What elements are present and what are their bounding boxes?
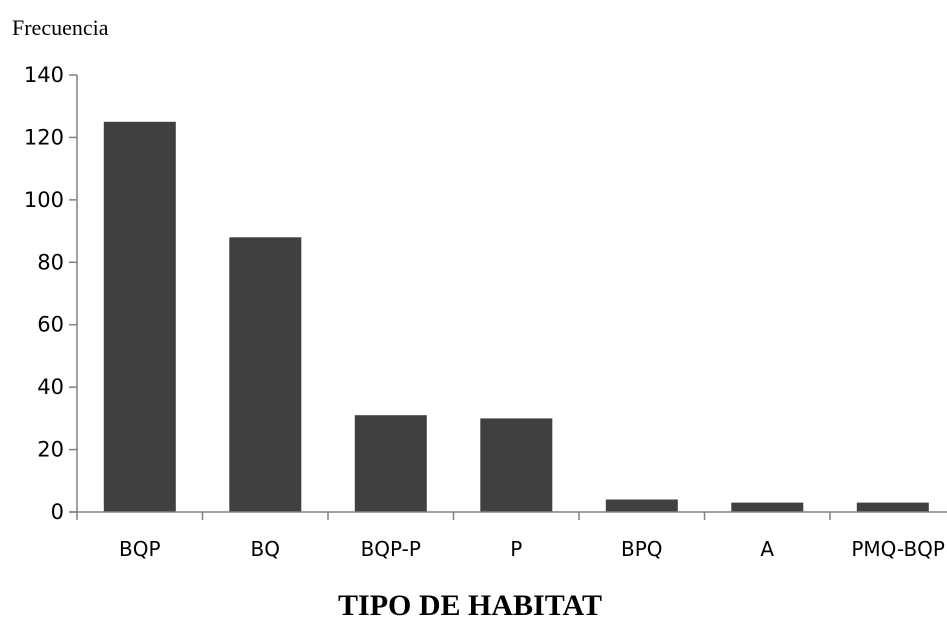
- y-tick-label-7: 140: [24, 63, 64, 87]
- y-tick-label-0: 0: [51, 500, 64, 524]
- bar-3: [480, 418, 553, 512]
- bar-6: [856, 502, 929, 512]
- y-tick-label-4: 80: [37, 250, 64, 274]
- y-tick-label-3: 60: [37, 313, 64, 337]
- category-label-6: PMQ-BQP: [851, 537, 945, 561]
- category-label-0: BQP: [119, 537, 161, 561]
- bar-1: [229, 237, 302, 513]
- bar-4: [605, 499, 678, 512]
- category-label-1: BQ: [251, 537, 280, 561]
- category-label-3: P: [510, 537, 522, 561]
- y-tick-label-6: 120: [24, 125, 64, 149]
- y-tick-label-5: 100: [24, 188, 64, 212]
- category-label-5: A: [760, 537, 774, 561]
- y-tick-label-1: 20: [37, 438, 64, 462]
- category-label-2: BQP-P: [361, 537, 421, 561]
- bar-5: [731, 502, 804, 512]
- y-tick-label-2: 40: [37, 375, 64, 399]
- y-axis-label: Frecuencia: [12, 15, 109, 40]
- bar-0: [103, 121, 176, 513]
- category-label-4: BPQ: [621, 537, 663, 561]
- x-axis-label: TIPO DE HABITAT: [338, 589, 602, 622]
- bar-2: [354, 415, 427, 512]
- plot-area: 0 20 40 60 80 100 120 140 BQP BQ BQP-P P BPQ A PMQ-BQP: [24, 63, 947, 561]
